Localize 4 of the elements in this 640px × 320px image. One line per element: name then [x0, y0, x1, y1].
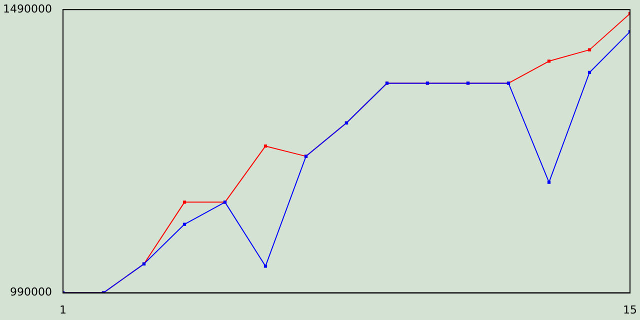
x-tick-label: 15 [623, 303, 637, 316]
y-tick-label: 990000 [10, 286, 52, 299]
x-tick-label: 1 [59, 303, 66, 316]
y-tick-label: 1490000 [2, 2, 52, 16]
